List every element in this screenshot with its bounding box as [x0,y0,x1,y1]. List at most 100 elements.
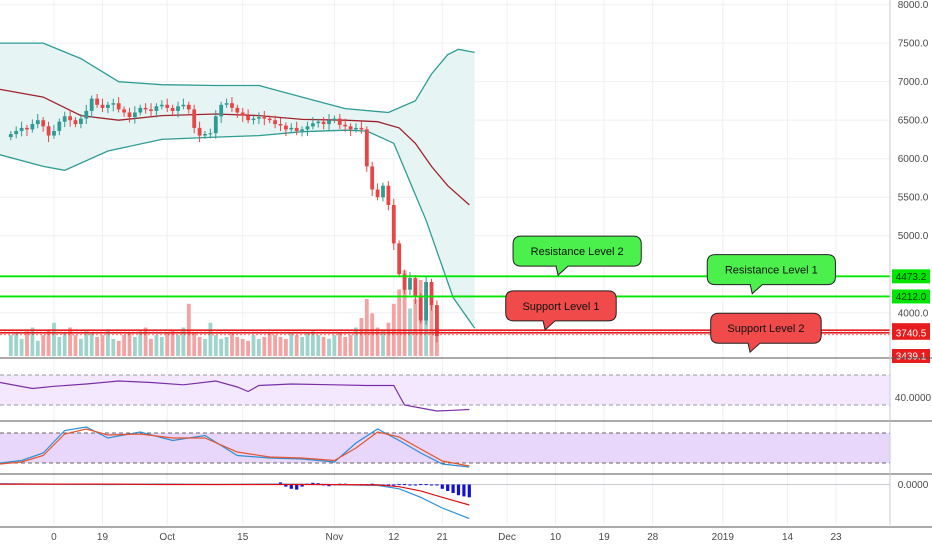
volume-bar [246,340,250,356]
volume-bar [41,335,46,356]
candle-body [127,112,132,118]
candle-body [370,166,375,190]
volume-bar [273,335,277,356]
volume-bar [30,327,35,356]
macd-histogram-bar [327,484,331,487]
candle-body [203,134,207,136]
annotation-label: Support Level 2 [727,323,804,335]
candle-body [321,121,326,124]
volume-bar [154,335,159,356]
bollinger-band-fill [0,43,475,329]
candle-body [68,116,72,121]
volume-bar [8,335,13,356]
candle-body [62,116,67,122]
volume-bar [386,322,391,357]
candle-body [52,131,56,136]
volume-bar [402,270,407,356]
macd-histogram-bar [419,484,423,486]
macd-histogram-bar [295,484,299,490]
x-tick-label: 15 [237,532,249,543]
macd-histogram-bar [392,484,396,486]
candle-body [116,103,121,110]
volume-bar [111,338,116,356]
annotation-label: Support Level 1 [522,301,599,313]
x-tick-label: Dec [498,532,516,543]
candle-body [273,120,277,125]
candle-body [424,282,428,321]
bollinger-fill [0,43,475,329]
level-annotations[interactable]: Resistance Level 2 Resistance Level 1 Supp… [505,235,836,354]
price-tag [892,269,930,284]
macd-histogram-bar [397,484,401,486]
bollinger-band-lines [0,42,476,329]
volume-bar [176,335,180,356]
candle-body [100,104,105,108]
volume-bar [240,338,245,356]
macd-histogram-bar [402,484,407,486]
candle-body [19,127,24,131]
annotation-bubble-shape [710,312,822,354]
bollinger-lower-line [0,129,476,329]
candle-body [240,112,245,116]
candle-body [89,98,94,111]
volume-bar [35,340,40,356]
candle-body [397,243,402,275]
candle-body [413,278,418,298]
macd-histogram-bar [413,484,417,486]
x-tick-label: 28 [647,532,659,543]
x-tick-label: 12 [388,532,400,543]
annotation-bubble-shape [706,254,836,295]
macd-histogram-bar [300,484,304,487]
x-tick-label: Nov [326,532,344,543]
candle-body [316,121,321,124]
annotation-bubble[interactable]: Support Level 2 [710,312,822,354]
macd-histogram-bar [440,484,444,489]
candle-body [230,103,234,108]
stochastic-band [0,433,890,463]
volume-bar [95,337,99,356]
candle-body [25,127,29,130]
annotation-bubble[interactable]: Resistance Level 2 [512,235,642,277]
macd-histogram-bar [456,484,461,496]
volume-bar [397,289,402,356]
macd-histogram-bar [424,484,428,486]
candle-body [262,117,267,119]
macd-histogram-bar [311,482,315,485]
candle-body [402,274,407,290]
x-tick-label: 10 [550,532,562,543]
candle-body [284,125,288,130]
volume-bar [284,338,288,356]
y-tick-label: 7500.0 [898,39,929,50]
candle-body [435,305,439,336]
x-tick-label: 19 [97,532,109,543]
rsi-band [0,375,890,405]
candle-body [300,129,304,131]
stochastic-d-line [0,428,470,467]
y-tick-label: 7000.0 [898,77,929,88]
annotation-bubble[interactable]: Resistance Level 1 [706,254,836,295]
price-tag-label: 3439.1 [896,351,927,362]
volume-bar [375,327,380,356]
y-tick-label: 5500.0 [898,193,929,204]
volume-bar [316,335,321,356]
candle-body [186,104,191,110]
volume-bar [197,337,202,356]
candle-body [278,124,283,126]
volume-bar [68,327,72,356]
candle-body [133,112,137,118]
candle-body [224,103,229,105]
indicator-panes: 40.0000 0.0000 [0,357,932,528]
volume-bars [8,270,439,357]
candle-body [327,120,331,125]
annotation-bubble[interactable]: Support Level 1 [505,290,617,331]
candle-body [106,104,110,108]
macd-histogram-bar [289,484,293,489]
moving-average-line [0,88,470,206]
candle-body [35,120,40,125]
macd-line [0,483,470,520]
y-tick-label: 4000.0 [898,308,929,319]
macd-histogram-bar [278,482,283,485]
macd-signal-line [0,483,470,506]
